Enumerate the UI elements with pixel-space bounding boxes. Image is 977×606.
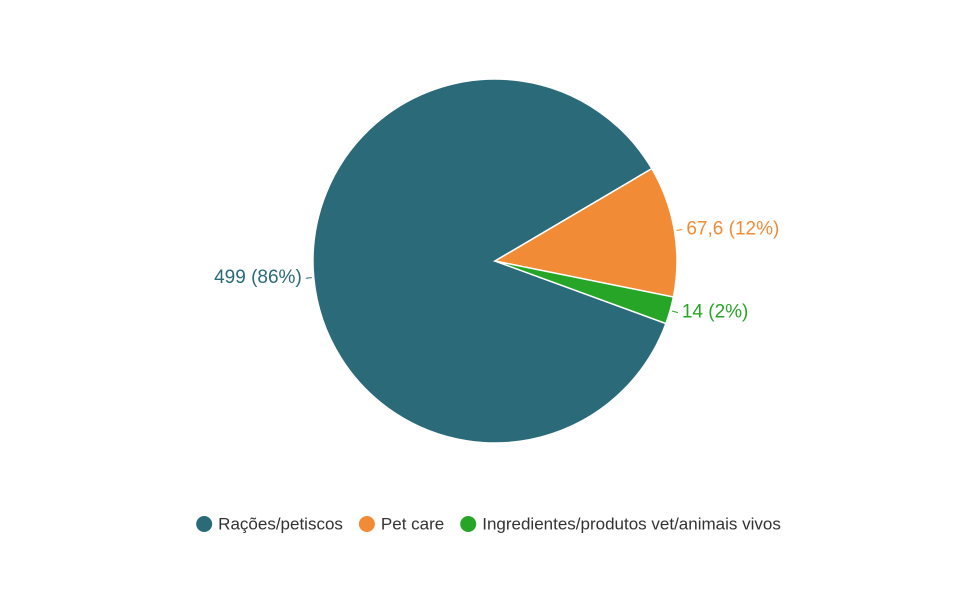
legend-marker	[196, 516, 213, 532]
leader-line	[671, 310, 678, 314]
leader-line	[676, 229, 683, 232]
legend-marker	[358, 516, 375, 532]
legend-marker	[460, 516, 477, 532]
leader-line	[305, 277, 312, 279]
legend: Rações/petiscos Pet care Ingredientes/prod…	[196, 514, 781, 533]
legend-label: Ingredientes/produtos vet/animais vivos	[482, 514, 781, 533]
data-label: 14 (2%)	[682, 302, 749, 323]
data-label: 67,6 (12%)	[686, 219, 779, 240]
pie-slice	[492, 167, 678, 298]
data-label: 499 (86%)	[214, 267, 302, 288]
pie-slice	[494, 260, 675, 325]
legend-label: Pet care	[381, 514, 444, 533]
pie-slice	[312, 78, 667, 444]
legend-label: Rações/petiscos	[218, 514, 343, 533]
